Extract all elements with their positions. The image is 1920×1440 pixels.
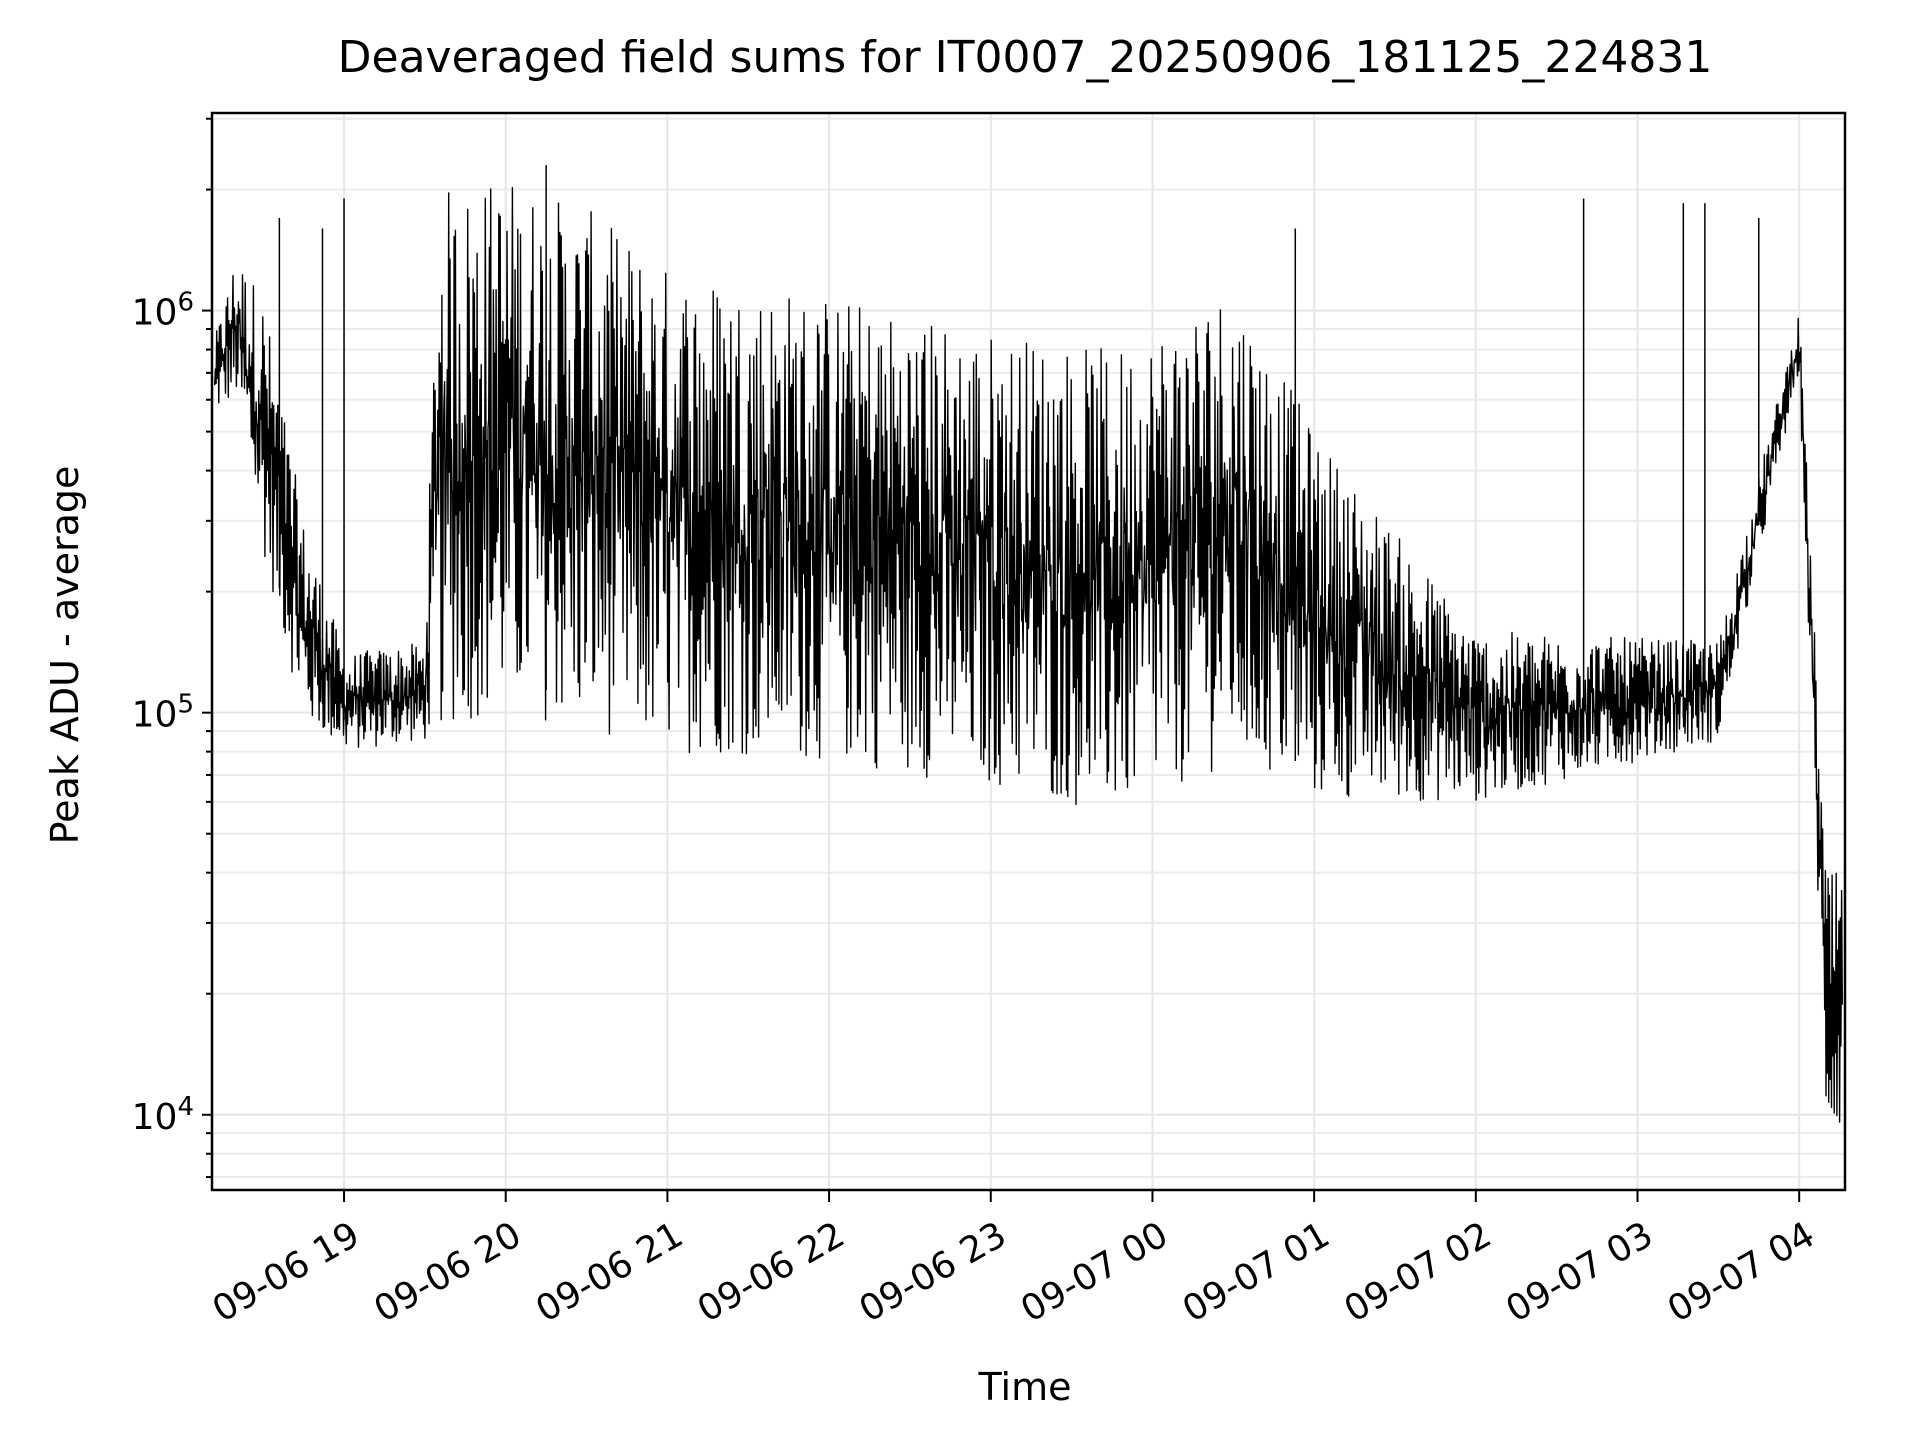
x-tick-label: 09-07 04 [1661, 1214, 1822, 1330]
y-tick-label: 105 [132, 690, 194, 736]
plot-frame [210, 111, 1847, 1192]
x-tick-label: 09-06 20 [368, 1214, 529, 1330]
x-tick-label: 09-06 19 [206, 1214, 367, 1330]
x-axis-label: Time [978, 1365, 1072, 1409]
y-tick-label: 104 [132, 1092, 194, 1138]
x-tick-label: 09-07 03 [1499, 1214, 1660, 1330]
data-line [214, 165, 1843, 1123]
chart-title: Deaveraged field sums for IT0007_2025090… [338, 32, 1713, 83]
x-tick-label: 09-06 22 [691, 1214, 852, 1330]
series-line [214, 186, 1843, 1123]
x-tick-label: 09-07 01 [1176, 1214, 1337, 1330]
x-tick-label: 09-06 21 [529, 1214, 690, 1330]
y-axis-label: Peak ADU - average [43, 466, 87, 845]
x-tick-label: 09-07 00 [1014, 1214, 1175, 1330]
x-tick-label: 09-07 02 [1338, 1214, 1499, 1330]
y-tick-label: 106 [132, 288, 194, 334]
x-tick-label: 09-06 23 [853, 1214, 1014, 1330]
